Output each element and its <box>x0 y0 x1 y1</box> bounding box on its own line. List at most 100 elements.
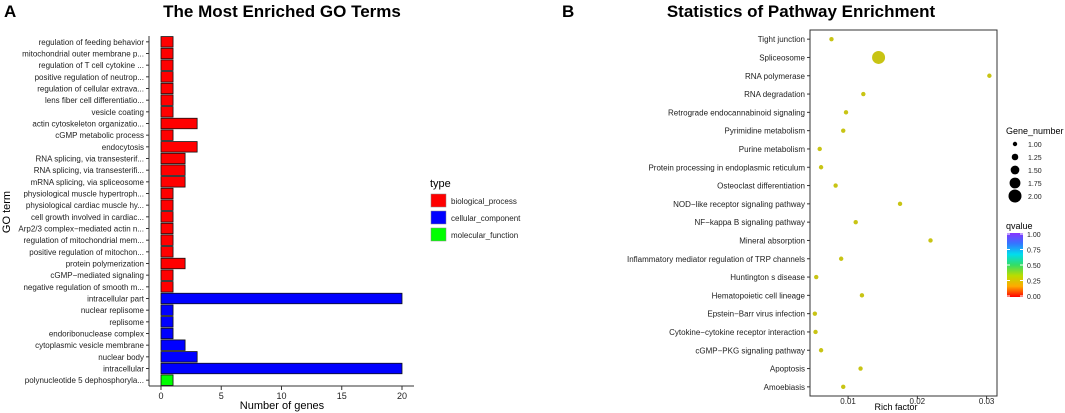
pathway-label: Retrograde endocannabinoid signaling <box>668 108 805 117</box>
pathway-point <box>838 256 844 261</box>
panel-b-title: Statistics of Pathway Enrichment <box>667 2 936 21</box>
pathway-label: Epstein−Barr virus infection <box>707 310 805 319</box>
size-legend-circle <box>1009 177 1021 189</box>
colorbar-label: 0.75 <box>1027 248 1041 255</box>
x-tick-label: 0.01 <box>840 397 856 406</box>
y-tick-label: cGMP−mediated signaling <box>50 271 144 280</box>
size-legend-label: 1.75 <box>1028 181 1042 188</box>
bar <box>160 327 174 340</box>
bar <box>160 374 174 386</box>
pathway-point <box>829 36 834 42</box>
bar <box>160 117 198 130</box>
y-tick-label: polynucleotide 5 dephosphoryla... <box>25 376 144 385</box>
bar <box>160 187 174 200</box>
pathway-label: Spliceosome <box>759 53 805 62</box>
bar <box>160 281 174 293</box>
panel-a-x-ticks: 0 5 10 15 20 <box>158 386 407 401</box>
pathway-label: NF−kappa B signaling pathway <box>694 218 805 227</box>
y-tick-label: RNA splicing, via transesterif... <box>36 155 144 164</box>
y-tick-label: endocytosis <box>102 143 144 152</box>
y-tick-label: endoribonuclease complex <box>49 330 144 339</box>
pathway-point <box>872 50 886 64</box>
bar <box>160 59 174 71</box>
pathway-point <box>833 183 838 188</box>
bar <box>160 71 174 83</box>
pathway-point <box>818 348 824 353</box>
panel-b-color-legend: qvalue 1.00 0.75 0.50 0.25 0.00 <box>1006 221 1041 301</box>
pathway-label: NOD−like receptor signaling pathway <box>673 200 805 209</box>
pathway-label: Cytokine−cytokine receptor interaction <box>669 328 805 337</box>
pathway-point <box>817 146 822 152</box>
bar <box>160 316 174 328</box>
color-legend-title: qvalue <box>1006 221 1033 231</box>
x-tick-label: 0 <box>158 391 163 401</box>
bar <box>160 94 174 106</box>
legend-label: molecular_function <box>451 231 518 240</box>
y-tick-label: cell growth involved in cardiac... <box>31 213 144 222</box>
bar <box>160 164 186 176</box>
legend-swatch <box>430 227 447 242</box>
pathway-label: Protein processing in endoplasmic reticu… <box>648 163 805 172</box>
pathway-label: RNA polymerase <box>745 72 806 81</box>
pathway-label: Mineral absorption <box>739 236 805 245</box>
y-tick-label: negative regulation of smooth m... <box>23 283 144 292</box>
bar <box>160 339 186 351</box>
x-tick-label: 20 <box>397 391 407 401</box>
bar <box>160 176 186 188</box>
panel-a-go-bar-chart: A The Most Enriched GO Terms GO term Num… <box>1 2 521 412</box>
y-tick-label: actin cytoskeleton organizatio... <box>32 120 144 129</box>
size-legend-label: 2.00 <box>1028 194 1042 201</box>
legend-label: cellular_component <box>451 214 521 223</box>
size-legend-circle <box>1010 165 1020 175</box>
bar <box>160 47 174 60</box>
panel-a-title: The Most Enriched GO Terms <box>163 2 401 21</box>
size-legend-circle <box>1012 141 1018 147</box>
pathway-point <box>812 311 818 316</box>
size-legend-circle <box>1008 189 1022 203</box>
y-tick-label: cytoplasmic vesicle membrane <box>35 341 144 350</box>
x-tick-label: 10 <box>276 391 286 401</box>
bar <box>160 222 174 235</box>
panel-a-legend-title: type <box>430 178 451 190</box>
y-tick-label: regulation of cellular extrava... <box>37 85 144 94</box>
bar <box>160 152 186 165</box>
pathway-label: Tight junction <box>758 35 805 44</box>
y-tick-label: Arp2/3 complex−mediated actin n... <box>18 225 144 234</box>
y-tick-label: cGMP metabolic process <box>55 131 144 140</box>
panel-a-x-axis-label: Number of genes <box>240 400 325 412</box>
pathway-point <box>928 238 933 243</box>
y-tick-label: positive regulation of mitochon... <box>29 248 144 257</box>
panel-a-y-axis-label: GO term <box>1 191 13 233</box>
pathway-label: Pyrimidine metabolism <box>725 127 806 136</box>
legend-swatch <box>430 193 447 208</box>
bar <box>160 211 174 223</box>
size-legend-circle <box>1011 153 1019 161</box>
x-tick-label: 0.03 <box>979 397 995 406</box>
y-tick-label: nuclear replisome <box>81 306 145 315</box>
y-tick-label: vesicle coating <box>92 108 144 117</box>
panel-b-letter: B <box>562 2 574 21</box>
bar <box>160 269 174 281</box>
pathway-point <box>841 128 846 133</box>
bar <box>160 106 174 118</box>
y-tick-label: lens fiber cell differentiatio... <box>45 96 144 105</box>
panel-a-letter: A <box>4 2 16 21</box>
bar <box>160 141 198 153</box>
y-tick-label: RNA splicing, via transesterifi... <box>34 166 144 175</box>
y-tick-label: physiological muscle hypertroph... <box>23 190 144 199</box>
panel-b-plot-frame <box>809 29 998 397</box>
panel-b-y-tick-labels: Tight junction Spliceosome RNA polymerase R… <box>627 35 810 392</box>
pathway-label: cGMP−PKG signaling pathway <box>695 346 805 355</box>
bar <box>160 234 174 246</box>
size-legend-label: 1.50 <box>1028 168 1042 175</box>
y-tick-label: regulation of mitochondrial mem... <box>24 236 145 245</box>
bar <box>160 257 186 270</box>
pathway-label: Inflammatory mediator regulation of TRP … <box>627 255 805 264</box>
y-tick-label: protein polymerization <box>66 260 144 269</box>
x-tick-label: 15 <box>337 391 347 401</box>
y-tick-label: mitochondrial outer membrane p... <box>22 50 144 59</box>
bar <box>160 82 174 95</box>
bar <box>160 362 403 375</box>
y-tick-label: intracellular part <box>87 295 145 304</box>
